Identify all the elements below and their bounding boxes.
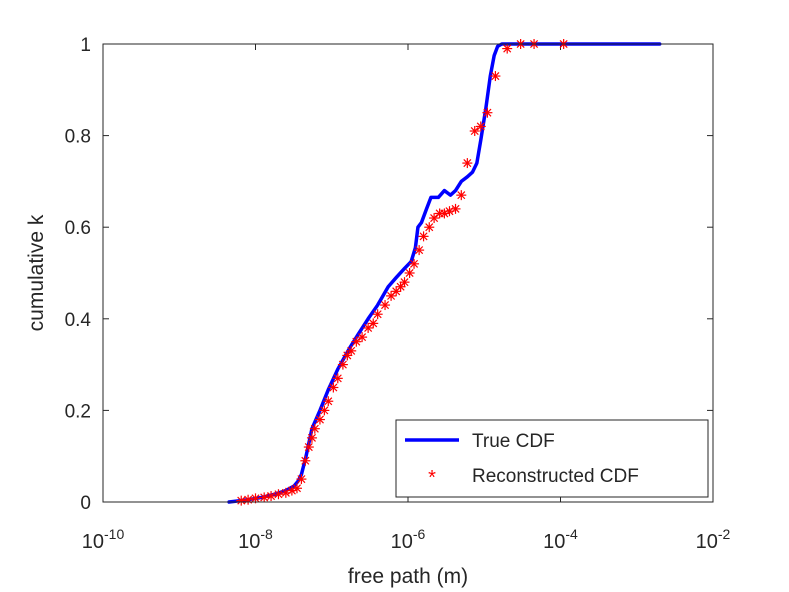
y-axis-label: cumulative k [25, 214, 48, 331]
reconstructed-cdf-point [306, 432, 317, 443]
true-cdf-line [227, 42, 662, 504]
y-tick-label: 0.8 [65, 127, 91, 148]
legend-label-true-cdf: True CDF [472, 431, 555, 452]
reconstructed-cdf-point [424, 222, 435, 233]
reconstructed-cdf-point [490, 71, 501, 82]
reconstructed-cdf-point [291, 483, 302, 494]
reconstructed-cdf-point [236, 495, 247, 506]
reconstructed-cdf-point [259, 492, 270, 503]
x-tick-label: 10-4 [543, 526, 578, 553]
reconstructed-cdf-point [372, 309, 383, 320]
reconstructed-cdf-point [414, 245, 425, 256]
y-tick-label: 0 [80, 493, 91, 514]
reconstructed-cdf-point [409, 258, 420, 269]
reconstructed-cdf-point [475, 121, 486, 132]
reconstructed-cdf-point [337, 359, 348, 370]
reconstructed-cdf-point [323, 396, 334, 407]
reconstructed-cdf-point [351, 336, 362, 347]
reconstructed-cdf-point [303, 442, 314, 453]
y-tick-label: 1 [80, 35, 91, 56]
reconstructed-cdf-point [273, 489, 284, 500]
reconstructed-cdf-point [319, 405, 330, 416]
series-layer [227, 39, 662, 506]
reconstructed-cdf-point [399, 277, 410, 288]
reconstructed-cdf-point [368, 318, 379, 329]
reconstructed-cdf-point [404, 268, 415, 278]
reconstructed-cdf-point [456, 190, 467, 201]
x-tick-label: 10-8 [238, 526, 273, 553]
reconstructed-cdf-point [462, 158, 473, 169]
x-tick-label: 10-2 [696, 526, 731, 553]
y-axis-ticks: 0 0.2 0.4 0.6 0.8 1 [65, 35, 713, 514]
x-tick-label: 10-6 [391, 526, 426, 553]
reconstructed-cdf-point [450, 203, 461, 214]
legend-box [395, 419, 709, 498]
x-axis-label: free path (m) [348, 565, 468, 588]
reconstructed-cdf-point [482, 107, 493, 118]
reconstructed-cdf-point [332, 373, 343, 384]
legend-label-reconstructed-cdf: Reconstructed CDF [472, 466, 639, 487]
reconstructed-cdf-point [429, 213, 440, 224]
reconstructed-cdf-point [328, 382, 339, 393]
plot-frame [102, 43, 714, 503]
reconstructed-cdf-point [346, 345, 357, 356]
reconstructed-cdf-point [418, 231, 429, 242]
reconstructed-cdf-point [300, 455, 311, 466]
reconstructed-cdf-point [469, 126, 480, 137]
y-tick-label: 0.6 [65, 218, 91, 239]
reconstructed-cdf-point [266, 491, 277, 502]
legend-swatch-reconstructed-cdf: * [428, 467, 436, 489]
reconstructed-cdf-point [357, 332, 368, 343]
reconstructed-cdf-point [296, 474, 307, 485]
legend: True CDF * Reconstructed CDF [395, 419, 709, 498]
reconstructed-cdf-point [380, 300, 391, 311]
reconstructed-cdf-point [314, 414, 325, 425]
reconstructed-cdf-point [243, 494, 254, 505]
x-tick-label: 10-10 [82, 526, 125, 553]
reconstructed-cdf-point [309, 423, 320, 434]
y-tick-label: 0.2 [65, 401, 91, 422]
reconstructed-cdf-point [502, 43, 513, 54]
y-tick-label: 0.4 [65, 310, 92, 331]
